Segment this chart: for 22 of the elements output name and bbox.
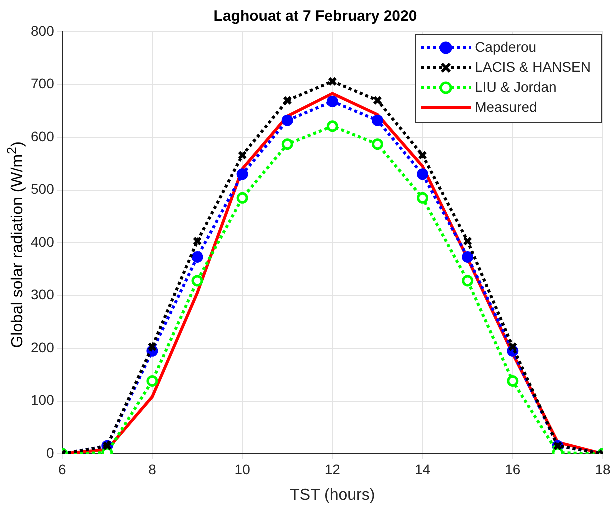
y-tick-label: 600 <box>31 128 55 144</box>
x-tick-label: 10 <box>234 461 251 478</box>
x-tick-label: 18 <box>595 461 611 478</box>
legend-label: Measured <box>475 98 538 115</box>
x-axis-title: TST (hours) <box>290 486 376 504</box>
y-tick-label: 0 <box>46 444 55 461</box>
y-tick-label: 200 <box>31 339 55 356</box>
y-tick-label: 700 <box>31 76 55 92</box>
y-tick-label: 300 <box>31 286 55 303</box>
legend-label: LACIS & HANSEN <box>475 58 592 75</box>
chart-title: Laghouat at 7 February 2020 <box>214 8 418 26</box>
x-tick-label: 8 <box>148 461 157 478</box>
x-tick-label: 6 <box>58 461 66 478</box>
x-tick-label: 14 <box>414 461 431 478</box>
y-tick-label: 400 <box>31 234 55 250</box>
y-tick-label: 100 <box>31 392 55 408</box>
y-tick-label: 500 <box>31 181 55 198</box>
x-tick-label: 16 <box>505 461 521 478</box>
x-tick-label: 12 <box>324 461 341 478</box>
y-tick-label: 800 <box>31 22 55 39</box>
legend-label: Capderou <box>475 38 537 55</box>
legend-label: LIU & Jordan <box>475 78 557 95</box>
